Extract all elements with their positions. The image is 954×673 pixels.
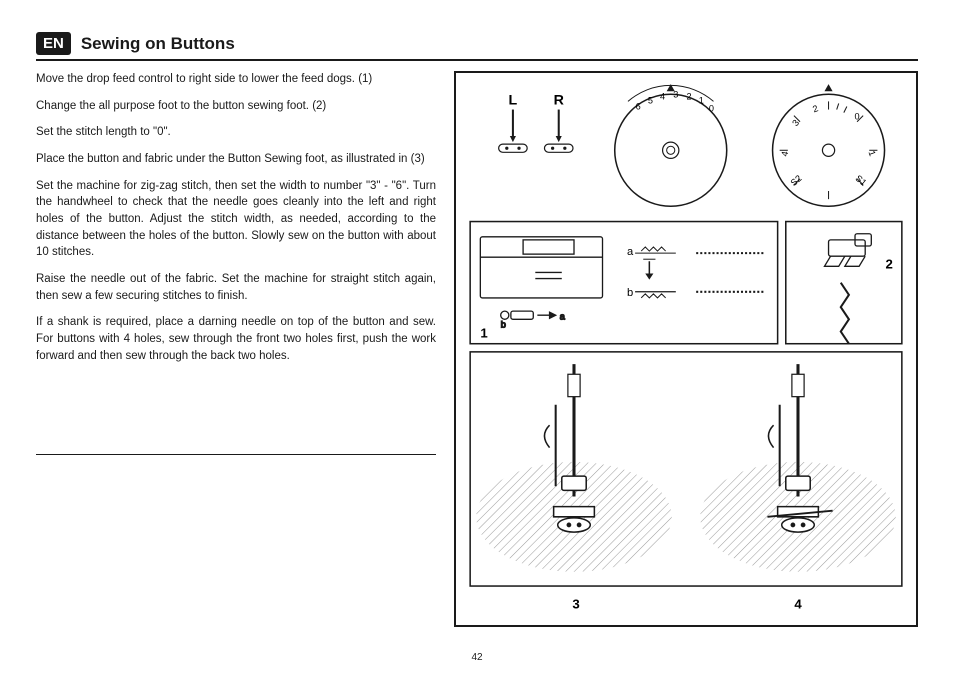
language-badge: EN bbox=[36, 32, 71, 55]
manual-page: EN Sewing on Buttons Move the drop feed … bbox=[0, 0, 954, 673]
length-dial-2: 2 bbox=[811, 103, 819, 114]
length-dial-4: 4 bbox=[779, 150, 790, 157]
paragraph-2: Change the all purpose foot to the butto… bbox=[36, 98, 436, 115]
panel-1-label: 1 bbox=[480, 326, 487, 341]
paragraph-3: Set the stitch length to "0". bbox=[36, 124, 436, 141]
length-dial-s2: S2 bbox=[789, 173, 804, 188]
paragraph-6: Raise the needle out of the fabric. Set … bbox=[36, 271, 436, 304]
length-dial-1: 1 bbox=[867, 149, 878, 157]
diagram-svg: L R bbox=[462, 79, 910, 619]
width-dial-6: 6 bbox=[636, 102, 641, 112]
paragraph-1: Move the drop feed control to right side… bbox=[36, 71, 436, 88]
panel1-b-small: b bbox=[501, 319, 506, 329]
instruction-text-column: Move the drop feed control to right side… bbox=[36, 71, 436, 627]
panel1-a: a bbox=[627, 246, 634, 258]
page-title: Sewing on Buttons bbox=[81, 34, 235, 54]
paragraph-7: If a shank is required, place a darning … bbox=[36, 314, 436, 364]
panel-3-label: 3 bbox=[572, 596, 579, 611]
width-dial-4: 4 bbox=[660, 91, 665, 101]
page-header: EN Sewing on Buttons bbox=[36, 32, 918, 61]
panel1-b: b bbox=[627, 287, 633, 299]
stitch-width-dial: 0 1 2 3 4 5 6 bbox=[615, 84, 727, 206]
panel1-a-small: a bbox=[560, 311, 566, 321]
paragraph-5: Set the machine for zig-zag stitch, then… bbox=[36, 178, 436, 261]
panel-1: b a a bbox=[470, 222, 777, 344]
footer-rule bbox=[36, 454, 436, 455]
width-dial-3: 3 bbox=[673, 89, 678, 99]
paragraph-4: Place the button and fabric under the Bu… bbox=[36, 151, 436, 168]
panel-4 bbox=[700, 364, 895, 572]
panel-3 bbox=[476, 364, 671, 572]
needle-right-label: R bbox=[554, 92, 564, 108]
content-row: Move the drop feed control to right side… bbox=[36, 71, 918, 627]
diagram-column: L R bbox=[454, 71, 918, 627]
length-dial-s1: S1 bbox=[854, 173, 869, 188]
panel-4-label: 4 bbox=[794, 596, 802, 611]
width-dial-1: 1 bbox=[699, 95, 704, 105]
width-dial-0: 0 bbox=[709, 104, 714, 114]
length-dial-3: 3 bbox=[790, 118, 801, 128]
needle-right-group: R bbox=[544, 92, 573, 152]
width-dial-2: 2 bbox=[687, 91, 692, 101]
page-number: 42 bbox=[0, 652, 954, 663]
stitch-length-dial: 0 1 S1 S2 4 3 2 bbox=[773, 84, 885, 206]
length-dial-0: 0 bbox=[855, 112, 860, 122]
panel-2-label: 2 bbox=[886, 256, 893, 271]
panel-2: 2 bbox=[786, 222, 902, 344]
needle-left-group: L bbox=[499, 92, 528, 152]
width-dial-5: 5 bbox=[648, 95, 653, 105]
needle-left-label: L bbox=[509, 92, 518, 108]
